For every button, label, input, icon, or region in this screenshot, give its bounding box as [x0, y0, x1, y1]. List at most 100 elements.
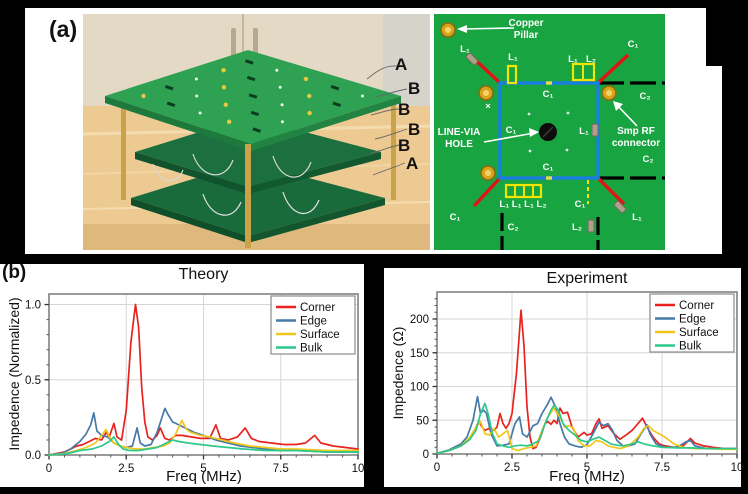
pcb-label: L₂	[571, 222, 583, 233]
solder-dot	[195, 94, 199, 98]
y-tick-label: 0	[423, 449, 429, 461]
pcb-board-top-edge	[105, 96, 251, 151]
standoff-pin	[141, 93, 146, 99]
smd-component	[252, 127, 261, 133]
x-tick-label: 5	[200, 463, 206, 475]
smd-component	[330, 85, 340, 91]
pcb-label: C₁	[505, 125, 517, 136]
series-surface	[48, 419, 359, 456]
brass-post	[121, 98, 126, 200]
red-trace	[472, 176, 502, 208]
pcb-label: C₁	[542, 89, 554, 100]
wire	[192, 153, 234, 176]
solder-dot	[361, 94, 365, 98]
chip-component	[613, 200, 627, 214]
smp-rf-callout: Smp RF connector	[611, 126, 661, 149]
pcb-label: L₂	[585, 54, 597, 65]
standoff-pin	[221, 68, 226, 73]
solder-dot	[280, 103, 284, 107]
pcb-label: C₁	[542, 162, 554, 173]
smd-component	[164, 85, 174, 91]
standoff-pin	[307, 93, 312, 99]
y-tick-label: 100	[410, 382, 429, 394]
standoff-pin	[303, 76, 309, 82]
pcb-board-bottom	[131, 162, 385, 236]
smd-component	[248, 93, 258, 99]
wire	[152, 163, 184, 182]
pcb-label: L₁	[508, 52, 518, 63]
wire	[272, 155, 312, 178]
x-tick-label: 10	[352, 463, 365, 475]
theory-title: Theory	[178, 266, 229, 283]
cabinet-handle	[253, 28, 258, 58]
standoff-pin	[307, 110, 312, 116]
smd-component	[250, 110, 260, 117]
legend-label: Corner	[679, 300, 714, 312]
cabinet-handle	[231, 28, 236, 58]
speck	[528, 149, 532, 153]
red-trace	[596, 176, 626, 206]
pcb-label: L₁	[568, 54, 578, 65]
pcb-label: C₂	[639, 91, 651, 102]
legend-label: Edge	[679, 314, 706, 326]
standoff-pin	[223, 102, 229, 107]
pcb-label: L₁	[460, 44, 470, 55]
legend-label: Bulk	[300, 343, 323, 355]
wire	[202, 193, 242, 216]
panel-a-label: (a)	[49, 16, 78, 42]
line-via-callout: LINE-VIA HOLE	[437, 127, 481, 150]
experiment-xlabel: Freq (MHz)	[549, 468, 625, 485]
pcb-label: ×	[485, 101, 491, 112]
panel-experiment: Experiment Impedence (Ω) 0 2.5 5 7.5 10 0 50 10…	[384, 268, 743, 487]
pcb-board-top-edge	[251, 96, 401, 151]
series-edge	[436, 395, 738, 455]
pcb-components	[141, 59, 365, 133]
pcb-board-bottom-edge	[131, 198, 248, 243]
solder-dot	[275, 68, 279, 72]
panel-b-label: (b)	[2, 262, 27, 283]
pcb-board-middle	[135, 117, 381, 187]
solder-dot	[280, 120, 284, 124]
legend-label: Edge	[300, 316, 327, 328]
pcb-label: C₁	[574, 199, 586, 210]
copper-pillar-arrow	[457, 25, 515, 33]
panel-theory: (b) Theory Impedence (Normalized) 0 2.5 5 7…	[0, 262, 364, 487]
legend-box	[270, 295, 356, 355]
x-tick-label: 0	[434, 462, 440, 474]
pcb-label: L₁ L₁ L₁ L₂	[499, 199, 547, 210]
pcb-board-middle-edge	[248, 152, 381, 194]
chip-component	[591, 123, 599, 137]
solder-dot	[278, 85, 282, 89]
label-connector-lines	[366, 65, 408, 176]
pcb-board-middle-edge	[135, 152, 248, 194]
brass-post	[245, 144, 251, 248]
brass-post	[391, 96, 396, 200]
x-tick-label: 2.5	[504, 462, 520, 474]
stacked-pcb-illustration	[83, 14, 430, 250]
legend-label: Surface	[679, 327, 719, 339]
y-tick-label: 150	[410, 348, 429, 360]
pcb-label: C₂	[642, 154, 654, 165]
pcb-closeup-photo: Copper Pillar Smp RF connector LINE-VIA …	[434, 14, 665, 250]
stack-label-b3: B	[408, 120, 421, 139]
smp-rf-arrow	[613, 101, 638, 127]
pcb-label: L₁	[579, 126, 589, 137]
standoff-pin	[226, 119, 232, 124]
smd-component	[245, 59, 254, 65]
copper-pillar	[601, 85, 617, 101]
theory-xlabel: Freq (MHz)	[166, 468, 242, 485]
y-tick-label: 200	[410, 314, 429, 326]
experiment-ylabel: Impedence (Ω)	[390, 326, 406, 420]
stack-label-a-top: A	[395, 55, 408, 74]
series-corner	[436, 309, 738, 455]
stacked-pcb-photo	[83, 14, 430, 250]
speck	[527, 112, 531, 116]
series-edge	[48, 407, 359, 456]
red-trace	[596, 53, 630, 85]
x-tick-label: 2.5	[118, 463, 134, 475]
line-via-arrow	[483, 128, 539, 143]
pcb-label: L₁	[632, 212, 642, 223]
experiment-plot: 0 2.5 5 7.5 10050100150200CornerEdgeSurfaceB…	[410, 291, 743, 474]
x-tick-label: 7.5	[654, 462, 670, 474]
